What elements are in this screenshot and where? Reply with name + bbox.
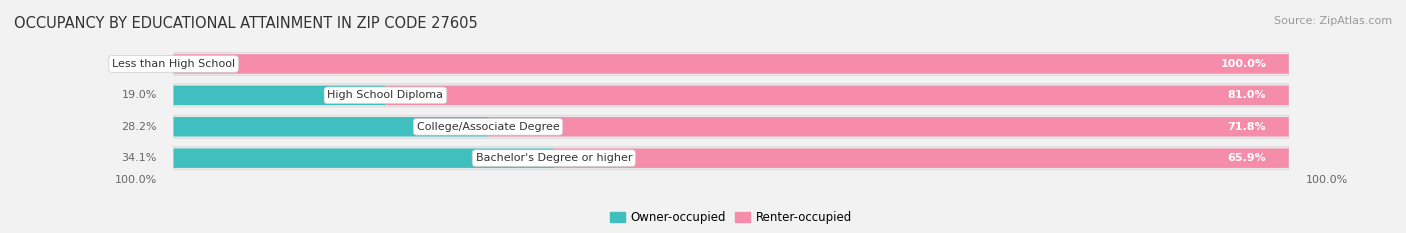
Text: 71.8%: 71.8% <box>1227 122 1267 132</box>
FancyBboxPatch shape <box>173 117 488 137</box>
FancyBboxPatch shape <box>173 147 1289 170</box>
Text: 100.0%: 100.0% <box>1305 175 1347 185</box>
Text: 0.0%: 0.0% <box>128 59 157 69</box>
Text: 65.9%: 65.9% <box>1227 153 1267 163</box>
FancyBboxPatch shape <box>385 86 1289 105</box>
Legend: Owner-occupied, Renter-occupied: Owner-occupied, Renter-occupied <box>606 206 856 229</box>
Text: Less than High School: Less than High School <box>112 59 235 69</box>
Text: High School Diploma: High School Diploma <box>328 90 443 100</box>
FancyBboxPatch shape <box>173 86 385 105</box>
Text: College/Associate Degree: College/Associate Degree <box>416 122 560 132</box>
FancyBboxPatch shape <box>554 148 1289 168</box>
Text: 81.0%: 81.0% <box>1227 90 1267 100</box>
Text: 28.2%: 28.2% <box>121 122 157 132</box>
FancyBboxPatch shape <box>173 84 1289 107</box>
FancyBboxPatch shape <box>173 52 1289 75</box>
FancyBboxPatch shape <box>173 115 1289 138</box>
FancyBboxPatch shape <box>488 117 1289 137</box>
Text: Bachelor's Degree or higher: Bachelor's Degree or higher <box>475 153 633 163</box>
Text: 34.1%: 34.1% <box>121 153 157 163</box>
FancyBboxPatch shape <box>173 148 554 168</box>
Text: Source: ZipAtlas.com: Source: ZipAtlas.com <box>1274 16 1392 26</box>
Text: OCCUPANCY BY EDUCATIONAL ATTAINMENT IN ZIP CODE 27605: OCCUPANCY BY EDUCATIONAL ATTAINMENT IN Z… <box>14 16 478 31</box>
FancyBboxPatch shape <box>173 54 1289 74</box>
Text: 100.0%: 100.0% <box>115 175 157 185</box>
Text: 19.0%: 19.0% <box>121 90 157 100</box>
Text: 100.0%: 100.0% <box>1220 59 1267 69</box>
